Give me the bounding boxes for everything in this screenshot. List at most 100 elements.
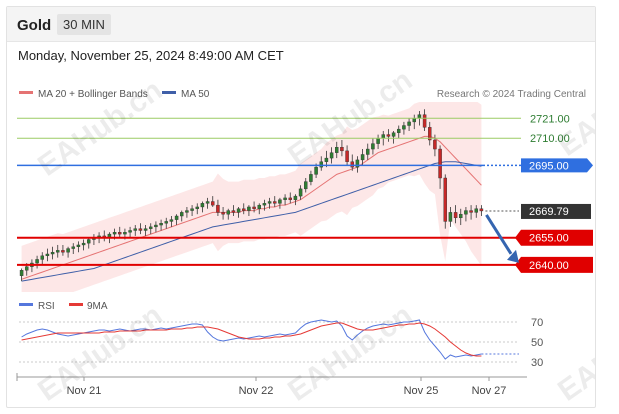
candle-body: [309, 174, 313, 182]
pivot-tag: [521, 158, 593, 173]
candle-body: [459, 213, 463, 219]
candle: [267, 197, 272, 209]
candle: [195, 203, 199, 215]
candle-body: [376, 137, 380, 144]
candle-body: [138, 228, 143, 231]
candle: [273, 196, 277, 207]
candle: [464, 206, 468, 222]
resistance-label: 2710.00: [530, 133, 570, 145]
candle-body: [438, 148, 442, 179]
candle-body: [391, 132, 396, 137]
candle-body: [200, 203, 205, 208]
candle: [236, 206, 241, 218]
legend-rsi-label: RSI: [38, 301, 55, 312]
candle: [86, 237, 91, 249]
candle: [148, 223, 153, 235]
candle: [19, 268, 24, 282]
candle-body: [56, 250, 60, 253]
chart-datetime: Monday, November 25, 2024 8:49:00 AM CET: [18, 48, 284, 63]
candle: [169, 216, 174, 227]
candle-body: [267, 201, 272, 204]
rsi-line: [21, 319, 482, 360]
candle: [438, 145, 442, 189]
candle-body: [190, 208, 194, 211]
pivot-label: 2695.00: [529, 160, 569, 172]
candle-body: [314, 166, 318, 175]
candle-body: [247, 206, 251, 211]
candle-body: [324, 157, 329, 162]
timeframe-badge[interactable]: 30 MIN: [57, 14, 111, 35]
candle-body: [143, 228, 148, 231]
forecast-arrow-shaft: [485, 214, 513, 255]
candle-body: [236, 208, 241, 213]
candle-body: [169, 219, 174, 222]
candle-body: [19, 270, 24, 276]
candle: [324, 150, 329, 168]
candle: [35, 255, 39, 269]
candle: [45, 248, 50, 262]
candle: [479, 205, 484, 216]
candle-body: [71, 246, 75, 249]
candle-body: [293, 195, 298, 200]
candle-body: [45, 253, 50, 257]
candle-body: [216, 204, 220, 213]
candle-body: [355, 159, 360, 168]
candle: [422, 109, 427, 131]
candle: [283, 194, 287, 206]
bollinger-band: [21, 102, 482, 292]
candle-body: [61, 250, 65, 253]
candle-body: [81, 242, 86, 246]
rsi-tick-label: 70: [531, 317, 543, 329]
candle-body: [283, 197, 287, 200]
candle: [459, 208, 463, 226]
candle: [329, 147, 334, 164]
watermark-text: EAHub.cn: [552, 298, 595, 407]
candle: [133, 225, 137, 236]
candle: [262, 199, 267, 211]
candle: [335, 141, 339, 159]
candle-body: [40, 255, 45, 260]
candle-body: [262, 203, 267, 206]
legend-ma20-label: MA 20 + Bollinger Bands: [38, 89, 148, 100]
current-price-tag: [521, 203, 591, 219]
candle-body: [86, 239, 91, 244]
candle: [81, 239, 86, 251]
current-price-label: 2669.79: [529, 206, 569, 218]
candle: [159, 219, 163, 231]
candle-body: [422, 114, 427, 128]
candle-body: [453, 212, 458, 219]
candle-body: [76, 244, 81, 247]
chart-card: Gold 30 MIN Monday, November 25, 2024 8:…: [6, 6, 596, 408]
candle-body: [50, 251, 55, 255]
candle-body: [117, 232, 122, 235]
candle: [360, 149, 365, 166]
candle: [407, 118, 411, 131]
candle-body: [159, 223, 163, 226]
candle-body: [226, 210, 230, 215]
legend-9ma-label: 9MA: [87, 301, 108, 312]
candle-body: [428, 127, 432, 141]
candle-body: [350, 161, 355, 168]
candle: [257, 203, 261, 215]
chart-credit: Research © 2024 Trading Central: [437, 89, 586, 100]
candle-body: [278, 199, 282, 204]
candle-body: [273, 201, 277, 204]
candle: [298, 185, 303, 200]
instrument-title: Gold: [17, 17, 52, 34]
candle-body: [469, 210, 473, 213]
candle: [185, 206, 189, 218]
candle: [143, 225, 148, 236]
candle-body: [252, 206, 256, 209]
candle-body: [25, 266, 29, 271]
candle-body: [479, 208, 484, 212]
candle: [221, 206, 225, 220]
candle: [293, 194, 298, 206]
ma20-line: [21, 135, 482, 280]
candle-body: [335, 147, 339, 153]
candle-body: [112, 232, 117, 235]
candle: [355, 156, 360, 173]
candle: [288, 192, 293, 204]
forecast-arrow-head: [507, 249, 519, 263]
time-tick-label: Nov 22: [239, 385, 274, 397]
support-tag: [515, 229, 593, 246]
